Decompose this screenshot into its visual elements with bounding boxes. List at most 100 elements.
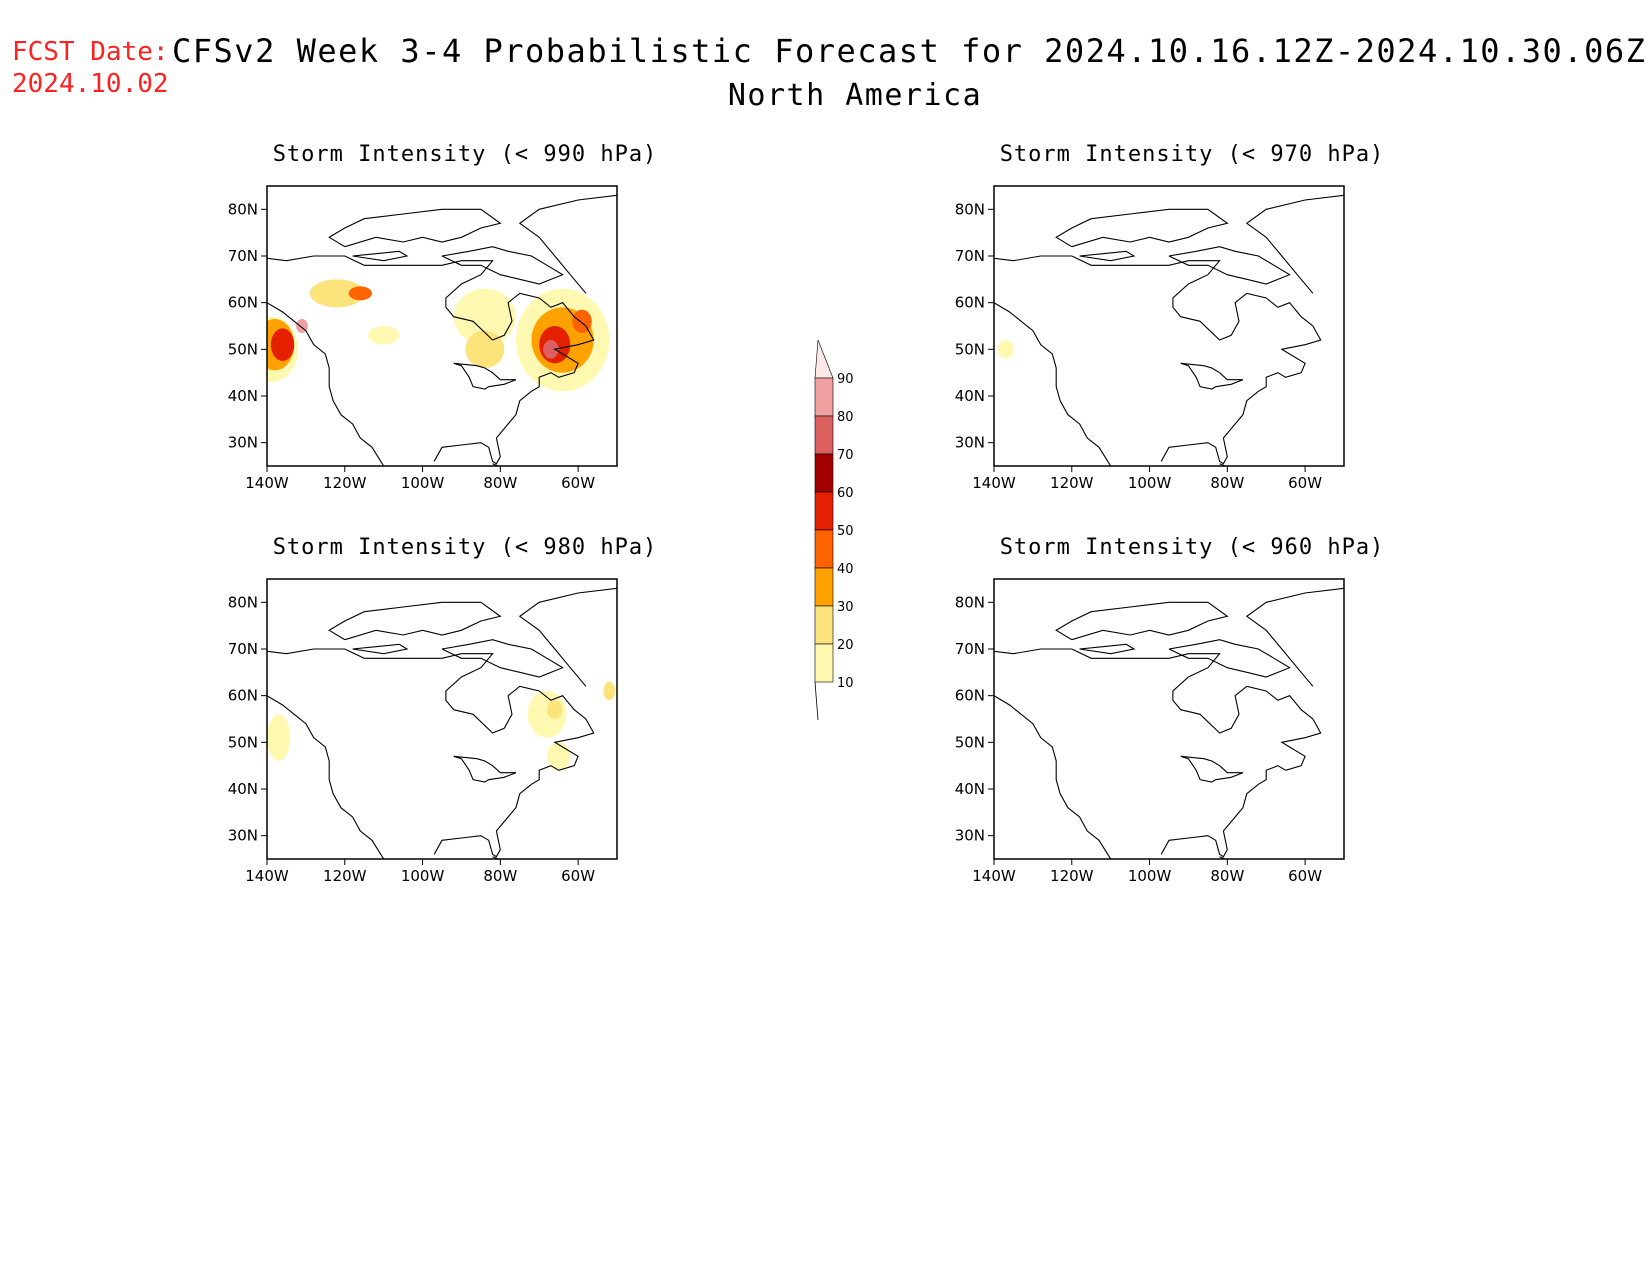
probability-region [270,328,295,361]
lat-tick-label: 40N [228,780,258,798]
probability-region [547,742,571,771]
probability-region [368,326,400,345]
lon-tick-label: 140W [972,474,1016,492]
lat-tick-label: 60N [955,294,985,312]
coastline [267,255,595,465]
coastline [441,639,564,678]
panel-title-960: Storm Intensity (< 960 hPa) [999,535,1385,560]
lat-tick-label: 80N [228,593,258,611]
probability-region [309,279,365,308]
colorbar-segment [814,567,834,607]
probability-region [547,700,563,719]
coastline [267,302,385,466]
lat-tick-label: 50N [228,733,258,751]
coastline [518,587,617,687]
map-frame [266,578,618,860]
lon-tick-label: 140W [972,867,1016,885]
lon-tick-label: 140W [245,867,289,885]
map-frame [993,185,1345,467]
colorbar-segment [814,339,834,379]
map-970: 80N 70N 60N 50N 40N 30N 140W 120W 100W 80W 60W [955,185,1345,492]
lon-tick-label: 120W [323,867,367,885]
lon-tick-label: 60W [1288,867,1322,885]
probability-fills [267,681,616,771]
colorbar-label: 10 [837,676,854,691]
probability-region [603,681,616,701]
coastline [518,194,617,294]
probability-region [267,714,291,761]
coastline [1055,601,1229,641]
colorbar-segment [814,605,834,645]
lon-tick-label: 60W [1288,474,1322,492]
lat-tick-label: 80N [228,200,258,218]
lat-tick-label: 50N [228,340,258,358]
lon-tick-label: 100W [401,867,445,885]
lon-tick-label: 120W [1050,867,1094,885]
coastline [1079,643,1136,655]
lat-tick-label: 60N [955,687,985,705]
panel-title-990: Storm Intensity (< 990 hPa) [272,142,658,167]
coastlines [994,194,1344,466]
colorbar-label: 70 [837,448,854,463]
probability-region [465,330,505,368]
lat-tick-label: 60N [228,687,258,705]
lon-tick-label: 100W [1128,474,1172,492]
lon-tick-label: 60W [561,474,595,492]
lat-tick-label: 70N [955,247,985,265]
colorbar-segment [814,491,834,531]
colorbar-segment [814,377,834,417]
page-title: CFSv2 Week 3-4 Probabilistic Forecast fo… [172,32,1647,70]
coastline [453,362,517,390]
probability-fills [997,340,1014,359]
coastline [453,755,517,783]
colorbar-label: 40 [837,562,854,577]
coastlines [267,194,617,466]
lon-tick-label: 140W [245,474,289,492]
coastline [267,695,385,859]
colorbar: 90 80 70 60 50 40 30 20 10 [814,339,854,721]
fcst-date: 2024.10.02 [12,69,169,99]
lat-tick-label: 30N [955,827,985,845]
lon-tick-label: 80W [1210,867,1244,885]
coastline [1168,639,1291,678]
map-panel-970: Storm Intensity (< 970 hPa) 80N 70N 60N 50N… [952,142,1412,532]
colorbar-segment [814,643,834,683]
coastline [352,250,409,262]
lat-tick-label: 40N [955,780,985,798]
colorbar-tail [814,681,819,721]
colorbar-label: 30 [837,600,854,615]
panel-title-970: Storm Intensity (< 970 hPa) [999,142,1385,167]
lat-tick-label: 70N [228,640,258,658]
lat-tick-label: 40N [955,387,985,405]
map-990: 80N 70N 60N 50N 40N 30N 140W 120W 100W 80W 60W [228,185,618,492]
coastline [1055,208,1229,248]
lat-tick-label: 50N [955,733,985,751]
coastline [1180,362,1244,390]
map-frame [266,185,618,467]
coastline [994,302,1112,466]
lon-tick-label: 120W [323,474,367,492]
coastline [441,246,564,285]
lat-tick-label: 60N [228,294,258,312]
map-960: 80N 70N 60N 50N 40N 30N 140W 120W 100W 80W 60W [955,578,1345,885]
lat-tick-label: 40N [228,387,258,405]
lon-tick-label: 120W [1050,474,1094,492]
coastline [352,643,409,655]
colorbar-label: 20 [837,638,854,653]
coastline [1168,246,1291,285]
coastline [1180,755,1244,783]
lat-tick-label: 30N [955,434,985,452]
coastline [1245,194,1344,294]
probability-region [453,288,516,345]
coastline [994,695,1112,859]
colorbar-segment [814,415,834,455]
colorbar-label: 90 [837,372,854,387]
coastline [328,208,502,248]
coastline [1245,587,1344,687]
coastline [994,255,1322,465]
colorbar-segment [814,529,834,569]
lat-tick-label: 30N [228,434,258,452]
coastline [1079,250,1136,262]
lon-tick-label: 80W [1210,474,1244,492]
coastline [994,648,1322,858]
